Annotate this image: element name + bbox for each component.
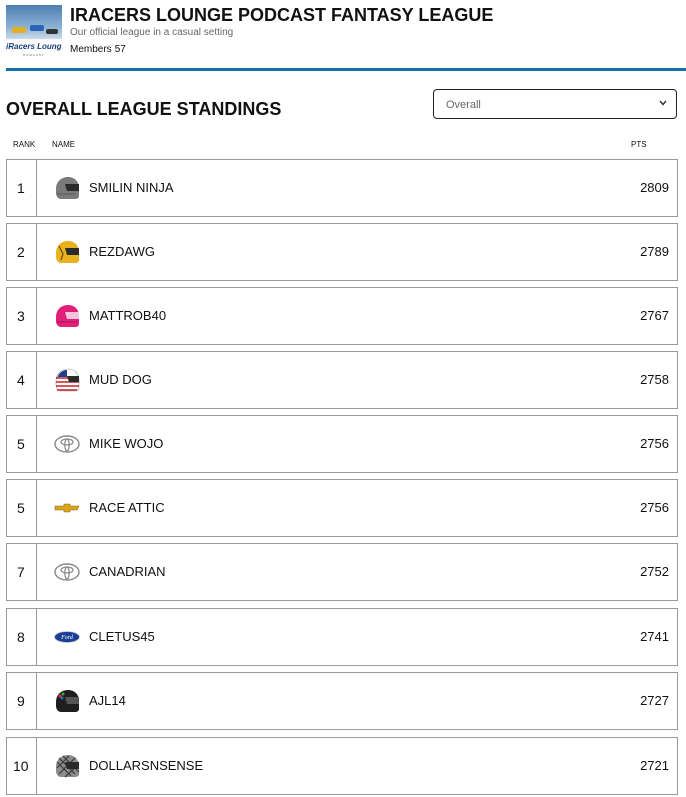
player-name[interactable]: CANADRIAN: [89, 564, 166, 579]
rank-value: 8: [17, 629, 25, 645]
rank-cell: 1: [7, 160, 37, 216]
rank-cell: 3: [7, 288, 37, 344]
svg-text:Ford: Ford: [60, 635, 74, 641]
rank-value: 4: [17, 372, 25, 388]
standings-title: OVERALL LEAGUE STANDINGS: [6, 99, 282, 119]
rank-cell: 4: [7, 352, 37, 408]
members-value: 57: [114, 44, 126, 55]
helmet-icon: [56, 690, 79, 712]
player-points: 2789: [640, 244, 669, 259]
rank-value: 5: [17, 500, 25, 516]
league-logo[interactable]: iRacers Lounge PODCAST: [6, 5, 62, 61]
rank-cell: 5: [7, 480, 37, 536]
player-name[interactable]: REZDAWG: [89, 244, 155, 259]
logo-sub-text: PODCAST: [23, 53, 45, 57]
rank-value: 9: [17, 693, 25, 709]
logo-car-graphic: [12, 27, 26, 33]
standings-row[interactable]: 8 Ford CLETUS45 2741: [6, 608, 678, 666]
player-name[interactable]: CLETUS45: [89, 629, 155, 644]
player-name[interactable]: MATTROB40: [89, 308, 167, 323]
player-points: 2756: [640, 500, 669, 515]
player-points: 2727: [640, 693, 669, 708]
standings-filter-value: Overall: [446, 99, 481, 111]
league-title: IRACERS LOUNGE PODCAST FANTASY LEAGUE: [70, 5, 494, 25]
standings-row[interactable]: 5 RACE ATTIC 2756: [6, 479, 678, 537]
player-points: 2758: [640, 372, 669, 387]
standings-row[interactable]: 3 MATTROB40 2767: [6, 287, 678, 345]
rank-value: 10: [13, 758, 29, 774]
column-header-name: NAME: [52, 140, 76, 149]
logo-brand-text: iRacers Lounge: [6, 42, 62, 51]
player-name[interactable]: MIKE WOJO: [89, 436, 164, 451]
standings-row[interactable]: 1 SMILIN NINJA 2809: [6, 159, 678, 217]
standings-row[interactable]: 7 CANADRIAN 2752: [6, 543, 678, 601]
player-points: 2752: [640, 564, 669, 579]
rank-value: 7: [17, 564, 25, 580]
player-name[interactable]: AJL14: [89, 693, 126, 708]
player-points: 2756: [640, 436, 669, 451]
rank-cell: 5: [7, 416, 37, 472]
rank-cell: 10: [7, 738, 37, 794]
rank-cell: 2: [7, 224, 37, 280]
column-header-rank: RANK: [13, 140, 36, 149]
league-header: iRacers Lounge PODCAST IRACERS LOUNGE PO…: [0, 0, 686, 72]
player-points: 2809: [640, 180, 669, 195]
ford-logo-icon: Ford: [54, 631, 80, 643]
standings-row[interactable]: 5 MIKE WOJO 2756: [6, 415, 678, 473]
rank-cell: 7: [7, 544, 37, 600]
player-points: 2721: [640, 758, 669, 773]
toyota-logo-icon: [54, 563, 80, 581]
toyota-logo-icon: [54, 435, 80, 453]
helmet-icon: [56, 755, 80, 778]
rank-value: 1: [17, 180, 25, 196]
logo-car-graphic: [46, 29, 58, 34]
standings-row[interactable]: 10 DOLLARSNSENSE 2721: [6, 737, 678, 795]
helmet-icon: [56, 305, 79, 327]
chevron-down-icon: [659, 100, 667, 106]
chevrolet-logo-icon: [54, 503, 80, 513]
rank-value: 3: [17, 308, 25, 324]
league-description: Our official league in a casual setting: [70, 27, 234, 38]
player-points: 2741: [640, 629, 669, 644]
members-label: Members: [70, 44, 112, 55]
members-count: Members 57: [70, 44, 126, 55]
standings-row[interactable]: 9 AJL14 2727: [6, 672, 678, 730]
rank-value: 2: [17, 244, 25, 260]
standings-filter-select[interactable]: Overall: [433, 89, 677, 119]
helmet-icon: [55, 368, 80, 392]
helmet-icon: [56, 177, 79, 199]
player-name[interactable]: SMILIN NINJA: [89, 180, 174, 195]
helmet-icon: [56, 241, 79, 263]
player-name[interactable]: RACE ATTIC: [89, 500, 165, 515]
rank-cell: 8: [7, 609, 37, 665]
standings-row[interactable]: 4 MUD DOG 2758: [6, 351, 678, 409]
rank-cell: 9: [7, 673, 37, 729]
player-points: 2767: [640, 308, 669, 323]
header-divider: [6, 68, 686, 71]
player-name[interactable]: MUD DOG: [89, 372, 152, 387]
rank-value: 5: [17, 436, 25, 452]
logo-car-graphic: [30, 25, 44, 31]
standings-row[interactable]: 2 REZDAWG 2789: [6, 223, 678, 281]
column-header-pts: PTS: [631, 140, 647, 149]
player-name[interactable]: DOLLARSNSENSE: [89, 758, 204, 773]
